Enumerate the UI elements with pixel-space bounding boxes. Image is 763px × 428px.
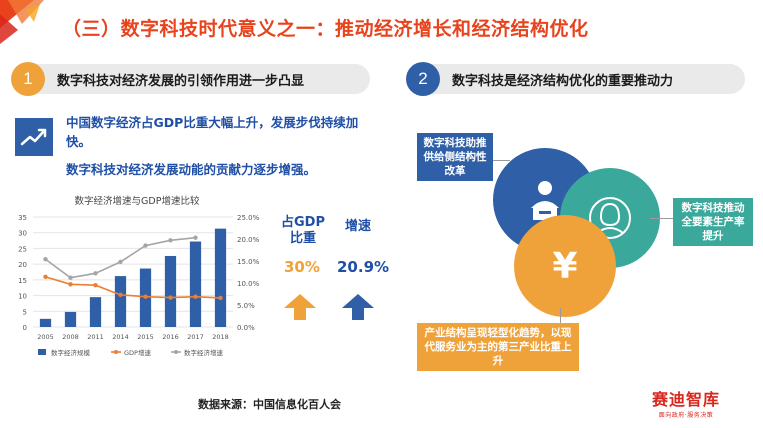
bar <box>114 276 127 327</box>
bar <box>214 228 227 327</box>
callout-2-connector <box>650 218 674 219</box>
bar <box>164 255 177 327</box>
series-line <box>45 276 221 299</box>
logo-tagline: 面向政府·服务决策 <box>658 412 714 419</box>
legend-label: 数字经济规模 <box>51 348 91 357</box>
arrow-up-orange-icon <box>284 294 316 320</box>
line-point <box>143 294 148 299</box>
yen-icon: ¥ <box>552 245 578 287</box>
line-point <box>193 294 198 299</box>
y-left-tick-label: 30 <box>18 230 27 238</box>
point-1: 中国数字经济占GDP比重大幅上升，发展步伐持续加快。 <box>66 115 359 149</box>
line-point <box>68 282 73 287</box>
y-left-tick-label: 20 <box>18 261 27 269</box>
y-right-tick-label: 25.0% <box>237 214 260 222</box>
y-right-tick-label: 20.0% <box>237 236 260 244</box>
x-tick-label: 2014 <box>112 333 129 341</box>
y-left-tick-label: 0 <box>23 324 27 332</box>
legend-swatch-point <box>174 350 178 354</box>
x-tick-label: 2018 <box>212 333 229 341</box>
y-right-tick-label: 10.0% <box>237 280 260 288</box>
corner-decoration <box>0 0 44 44</box>
callout-productivity: 数字科技推动全要素生产率提升 <box>673 198 753 246</box>
line-point <box>218 295 223 301</box>
bar <box>39 318 52 327</box>
y-left-tick-label: 15 <box>18 277 27 285</box>
ccid-logo: 赛迪智库 面向政府·服务决策 <box>652 386 720 419</box>
kpi-growth: 增速 <box>338 219 378 235</box>
x-tick-label: 2011 <box>87 333 104 341</box>
x-tick-label: 2017 <box>187 333 204 341</box>
kpi-gdp-share-label: 占GDP比重 <box>281 215 325 246</box>
y-right-tick-label: 0.0% <box>237 324 255 332</box>
legend-label: 数字经济增速 <box>184 348 224 357</box>
x-tick-label: 2005 <box>37 333 54 341</box>
x-tick-label: 2016 <box>162 333 179 341</box>
line-point <box>43 257 48 262</box>
section-1-header: 1 数字科技对经济发展的引领作用进一步凸显 <box>11 62 370 96</box>
data-source: 数据来源：中国信息化百人会 <box>198 398 341 411</box>
section-2-number: 2 <box>406 62 440 96</box>
page-title: （三）数字科技时代意义之一：推动经济增长和经济结构优化 <box>62 18 589 40</box>
point-2: 数字科技对经济发展动能的贡献力逐步增强。 <box>66 162 317 177</box>
section-1-number: 1 <box>11 62 45 96</box>
callout-1-connector <box>492 160 510 161</box>
line-point <box>193 235 198 240</box>
section-2-heading: 数字科技是经济结构优化的重要推动力 <box>452 73 674 89</box>
callout-3-connector <box>560 308 561 324</box>
line-point <box>93 283 98 288</box>
line-point <box>43 274 48 280</box>
line-point <box>168 238 173 243</box>
kpi-growth-value: 20.9% <box>337 258 390 276</box>
bar <box>89 297 102 327</box>
x-tick-label: 2015 <box>137 333 154 341</box>
y-right-tick-label: 5.0% <box>237 302 255 310</box>
line-point <box>118 259 123 265</box>
kpi-gdp-share-value: 30% <box>284 258 320 276</box>
y-left-tick-label: 10 <box>18 293 27 301</box>
chart-svg: 0 5 10 15 20 25 30 35 0.0% 5.0% 10.0% 15.0% 20.0% 25.… <box>18 214 260 357</box>
chart-title: 数字经济增速与GDP增速比较 <box>74 196 200 207</box>
callout-supply-side: 数字科技助推供给侧结构性改革 <box>417 133 493 181</box>
line-point <box>143 243 148 248</box>
circle-industry-structure: ¥ <box>514 215 616 317</box>
y-left-tick-label: 5 <box>23 308 27 316</box>
line-point <box>168 295 173 300</box>
legend-label: GDP增速 <box>124 348 151 357</box>
line-point <box>118 292 123 298</box>
section-1-heading: 数字科技对经济发展的引领作用进一步凸显 <box>57 73 305 89</box>
logo-name: 赛迪智库 <box>652 390 721 409</box>
kpi-growth-label: 增速 <box>344 219 371 234</box>
section-2-header: 2 数字科技是经济结构优化的重要推动力 <box>406 62 745 96</box>
chart-panel: 数字经济增速与GDP增速比较 0 5 10 15 20 25 30 35 0.0% 5.0% 10.… <box>3 187 271 387</box>
y-left-tick-label: 25 <box>18 245 27 253</box>
trend-up-icon <box>15 118 53 156</box>
y-right-tick-label: 15.0% <box>237 258 260 266</box>
bar <box>189 241 202 327</box>
line-point <box>68 275 73 280</box>
callout-industry-structure: 产业结构呈现轻型化趋势，以现代服务业为主的第三产业比重上升 <box>417 323 579 371</box>
y-left-tick-label: 35 <box>18 214 27 222</box>
arrow-up-blue-icon <box>342 294 374 320</box>
line-point <box>93 271 98 276</box>
kpi-gdp-share: 占GDP比重 <box>278 215 328 247</box>
bar <box>64 311 77 327</box>
x-tick-label: 2008 <box>62 333 79 341</box>
legend-swatch <box>38 349 46 355</box>
legend-swatch-point <box>114 350 118 354</box>
